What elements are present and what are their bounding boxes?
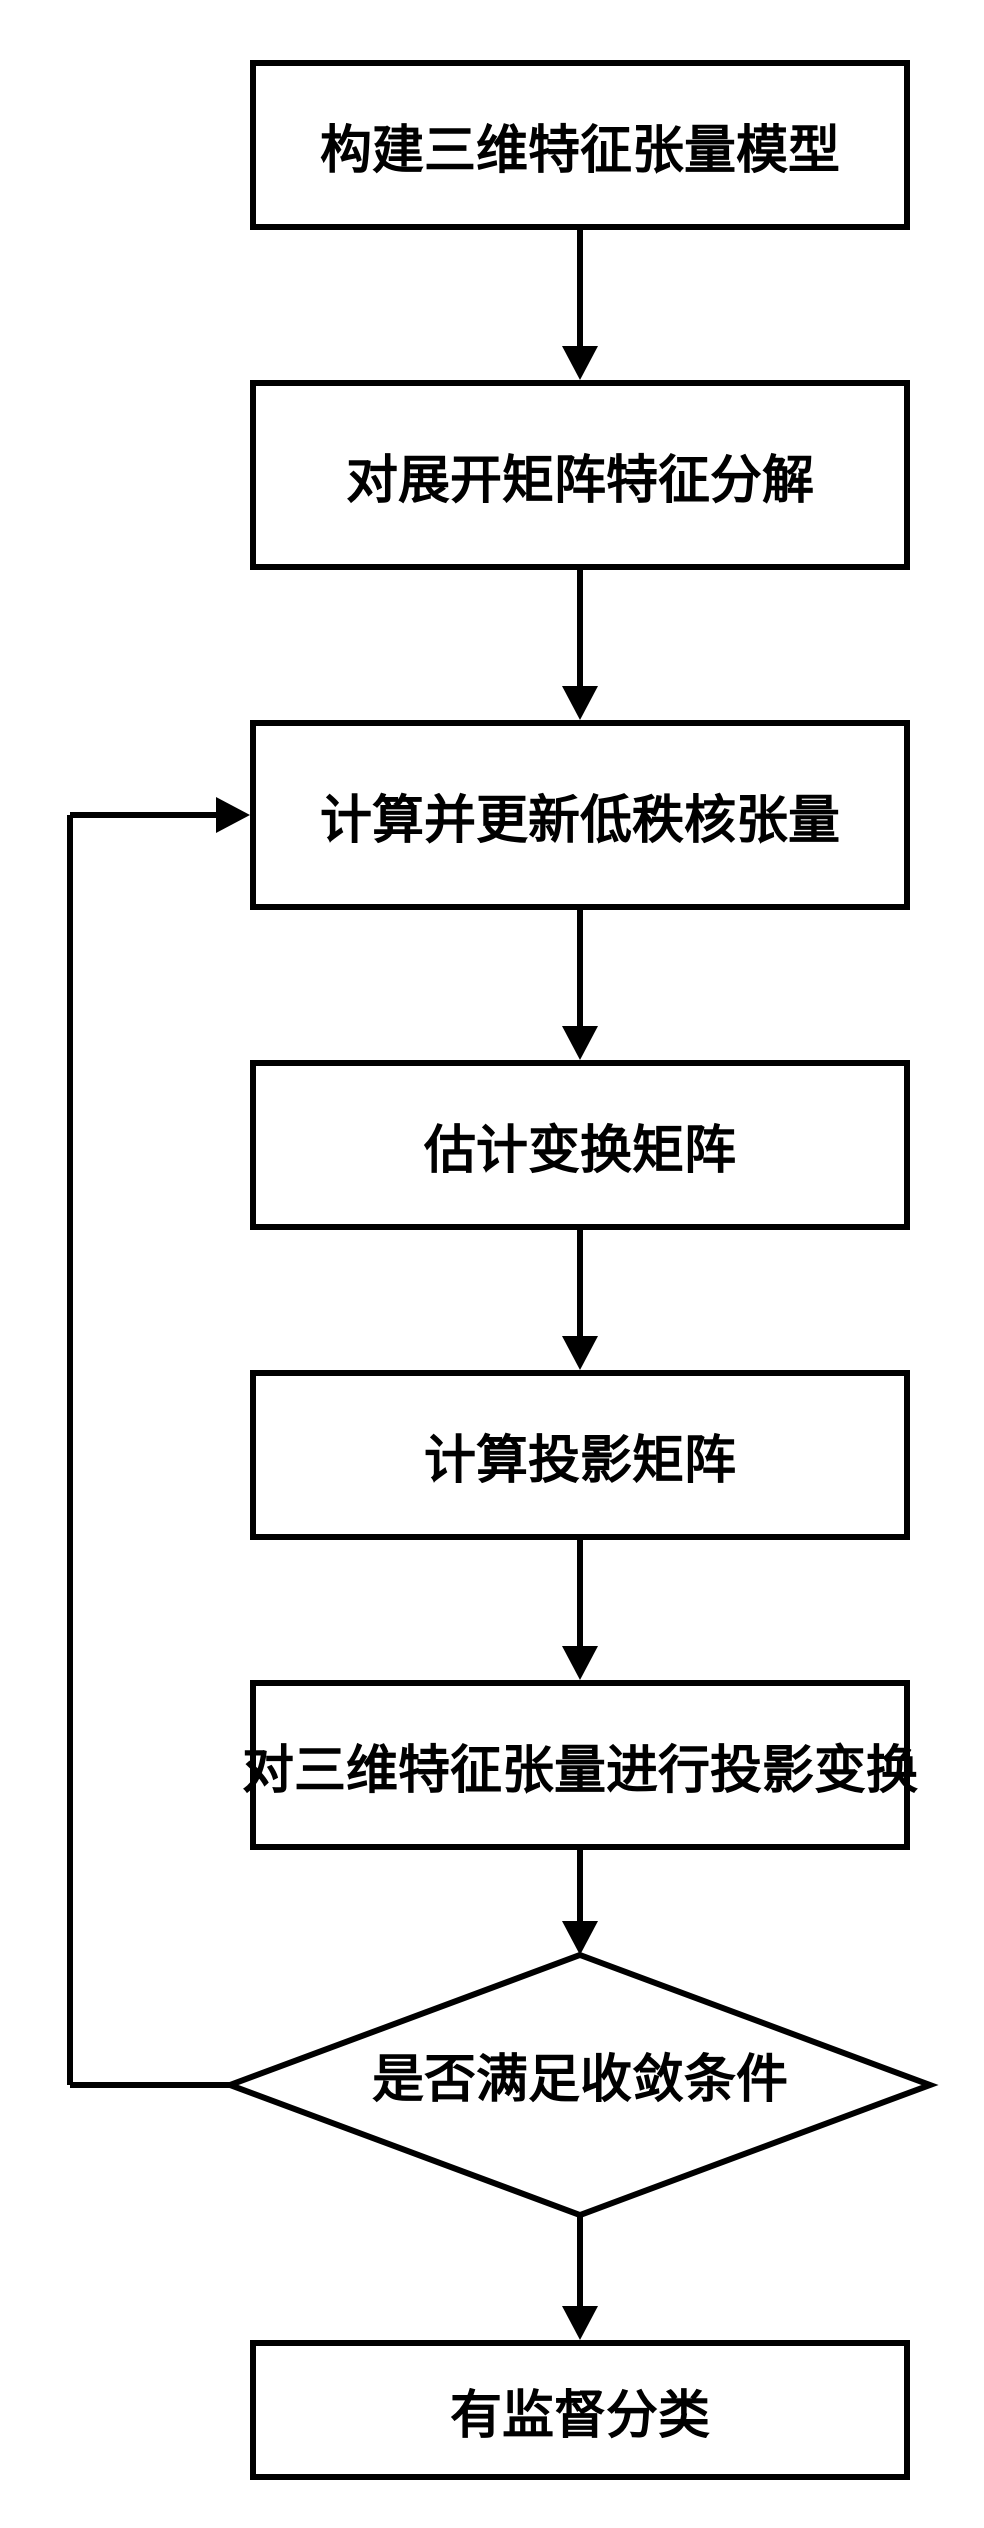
flow-node-label: 计算投影矩阵 [424, 1418, 736, 1493]
flow-node-n2: 对展开矩阵特征分解 [250, 380, 910, 570]
flow-node-label: 计算并更新低秩核张量 [320, 778, 840, 853]
flow-node-n6: 对三维特征张量进行投影变换 [250, 1680, 910, 1850]
flow-node-n4: 估计变换矩阵 [250, 1060, 910, 1230]
flow-node-label: 估计变换矩阵 [424, 1108, 736, 1183]
flow-node-label: 构建三维特征张量模型 [320, 108, 840, 183]
flow-decision-n7 [230, 1955, 930, 2215]
flow-node-n5: 计算投影矩阵 [250, 1370, 910, 1540]
flow-node-n8: 有监督分类 [250, 2340, 910, 2480]
flow-node-n1: 构建三维特征张量模型 [250, 60, 910, 230]
flow-node-n3: 计算并更新低秩核张量 [250, 720, 910, 910]
flow-decision-label: 是否满足收敛条件 [372, 2051, 788, 2109]
flow-node-label: 对三维特征张量进行投影变换 [242, 1728, 918, 1803]
flow-node-label: 有监督分类 [450, 2373, 710, 2448]
flow-node-label: 对展开矩阵特征分解 [346, 438, 814, 513]
